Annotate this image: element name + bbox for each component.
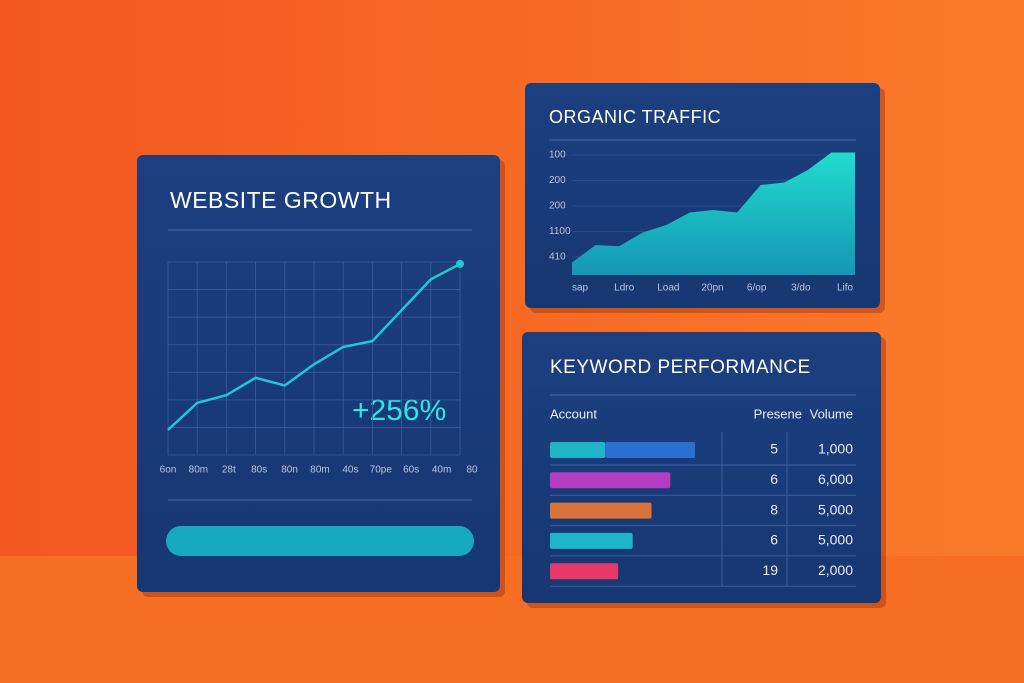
card-title: ORGANIC TRAFFIC bbox=[549, 107, 721, 127]
x-tick-label: Lifo bbox=[837, 283, 854, 294]
line bbox=[167, 262, 461, 431]
x-tick-label: 80 bbox=[466, 465, 478, 476]
column-header: Presene bbox=[754, 406, 802, 421]
y-tick-label: 200 bbox=[549, 201, 566, 212]
bar bbox=[550, 472, 671, 489]
x-tick-label: 28t bbox=[222, 465, 236, 476]
column-header: Volume bbox=[810, 406, 853, 421]
volume: 5,000 bbox=[818, 501, 853, 517]
x-tick-label: 80s bbox=[251, 465, 267, 476]
progress-bar bbox=[166, 526, 474, 556]
presence: 5 bbox=[770, 441, 778, 457]
bar bbox=[605, 442, 695, 458]
volume: 5,000 bbox=[818, 532, 853, 548]
x-tick-label: 6/op bbox=[747, 283, 767, 294]
x-tick-label: 40s bbox=[342, 465, 358, 476]
volume: 6,000 bbox=[818, 471, 853, 487]
bar bbox=[550, 502, 652, 519]
x-tick-label: sap bbox=[572, 283, 589, 294]
annotation: +256% bbox=[352, 394, 446, 427]
end-point bbox=[456, 259, 464, 268]
x-tick-label: 60s bbox=[403, 465, 419, 476]
x-tick-label: Ldro bbox=[614, 283, 634, 294]
presence: 19 bbox=[762, 562, 778, 578]
y-tick-label: 100 bbox=[549, 150, 566, 161]
y-tick-label: 200 bbox=[549, 175, 566, 186]
y-tick-label: 410 bbox=[549, 252, 566, 263]
bar bbox=[550, 442, 606, 458]
x-tick-label: 80m bbox=[310, 465, 329, 476]
x-tick-label: 3/do bbox=[791, 283, 811, 294]
growth-card bbox=[137, 155, 500, 592]
bar bbox=[550, 563, 619, 580]
x-tick-label: Load bbox=[657, 283, 679, 294]
x-tick-label: 80m bbox=[189, 465, 208, 476]
volume: 1,000 bbox=[818, 441, 853, 457]
x-tick-label: 6on bbox=[160, 465, 177, 476]
column-header: Account bbox=[550, 406, 597, 421]
x-tick-label: 70pe bbox=[370, 465, 393, 476]
presence: 6 bbox=[770, 532, 778, 548]
bar bbox=[550, 532, 633, 549]
presence: 6 bbox=[770, 471, 778, 487]
card-title: KEYWORD PERFORMANCE bbox=[550, 357, 811, 378]
presence: 8 bbox=[770, 501, 778, 517]
volume: 2,000 bbox=[818, 562, 853, 578]
card-title: WEBSITE GROWTH bbox=[170, 187, 392, 213]
y-tick-label: 1100 bbox=[549, 226, 571, 237]
area bbox=[572, 152, 855, 275]
x-tick-label: 20pn bbox=[701, 283, 723, 294]
x-tick-label: 80n bbox=[281, 465, 298, 476]
x-tick-label: 40m bbox=[432, 465, 451, 476]
